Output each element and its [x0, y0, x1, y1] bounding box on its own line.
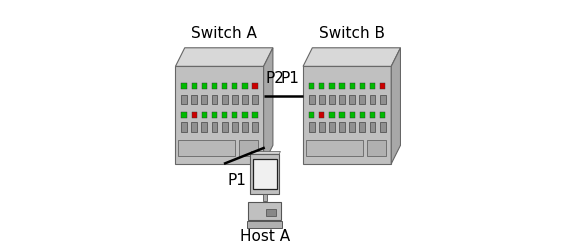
Bar: [222, 112, 227, 118]
Bar: [252, 83, 258, 89]
FancyBboxPatch shape: [329, 122, 335, 132]
Bar: [250, 154, 279, 194]
Text: P1: P1: [228, 173, 246, 188]
Bar: [192, 112, 197, 118]
Bar: [212, 112, 217, 118]
Text: Switch B: Switch B: [319, 26, 385, 41]
Polygon shape: [303, 48, 401, 66]
Bar: [370, 83, 375, 89]
FancyBboxPatch shape: [360, 95, 365, 104]
FancyBboxPatch shape: [369, 122, 376, 132]
Bar: [309, 83, 314, 89]
Bar: [252, 112, 258, 118]
FancyBboxPatch shape: [252, 95, 258, 104]
Bar: [266, 209, 277, 216]
Bar: [201, 112, 207, 118]
Bar: [212, 83, 217, 89]
Bar: [232, 112, 237, 118]
Bar: [182, 83, 187, 89]
Bar: [248, 202, 282, 220]
FancyBboxPatch shape: [181, 122, 187, 132]
Text: Host A: Host A: [240, 229, 290, 244]
FancyBboxPatch shape: [339, 122, 345, 132]
Bar: [319, 83, 324, 89]
Polygon shape: [391, 48, 401, 164]
FancyBboxPatch shape: [369, 95, 376, 104]
FancyBboxPatch shape: [212, 122, 217, 132]
FancyBboxPatch shape: [349, 95, 355, 104]
Bar: [242, 112, 248, 118]
Bar: [192, 83, 197, 89]
Text: Switch A: Switch A: [191, 26, 257, 41]
FancyBboxPatch shape: [309, 122, 315, 132]
Polygon shape: [263, 48, 273, 164]
FancyBboxPatch shape: [242, 95, 248, 104]
Bar: [309, 112, 314, 118]
Bar: [182, 112, 187, 118]
FancyBboxPatch shape: [380, 122, 386, 132]
FancyBboxPatch shape: [191, 122, 197, 132]
Bar: [175, 66, 263, 164]
FancyBboxPatch shape: [380, 95, 386, 104]
FancyBboxPatch shape: [319, 122, 325, 132]
Bar: [329, 83, 335, 89]
Bar: [239, 140, 258, 156]
Bar: [339, 83, 345, 89]
FancyBboxPatch shape: [339, 95, 345, 104]
Bar: [178, 140, 236, 156]
Bar: [263, 194, 267, 201]
FancyBboxPatch shape: [232, 95, 238, 104]
Polygon shape: [175, 48, 273, 66]
Bar: [349, 112, 355, 118]
FancyBboxPatch shape: [222, 122, 228, 132]
Polygon shape: [250, 152, 281, 154]
Bar: [329, 112, 335, 118]
FancyBboxPatch shape: [191, 95, 197, 104]
FancyBboxPatch shape: [212, 95, 217, 104]
Bar: [232, 83, 237, 89]
Bar: [360, 112, 365, 118]
FancyBboxPatch shape: [309, 95, 315, 104]
FancyBboxPatch shape: [181, 95, 187, 104]
Bar: [339, 112, 345, 118]
Bar: [222, 83, 227, 89]
FancyBboxPatch shape: [201, 95, 207, 104]
FancyBboxPatch shape: [232, 122, 238, 132]
Bar: [360, 83, 365, 89]
Bar: [248, 221, 282, 228]
Bar: [380, 83, 385, 89]
FancyBboxPatch shape: [349, 122, 355, 132]
Bar: [242, 83, 248, 89]
Bar: [303, 66, 391, 164]
Bar: [306, 140, 363, 156]
Bar: [319, 112, 324, 118]
Text: P1: P1: [281, 71, 300, 86]
FancyBboxPatch shape: [222, 95, 228, 104]
Text: P2: P2: [266, 71, 285, 86]
Bar: [366, 140, 386, 156]
FancyBboxPatch shape: [201, 122, 207, 132]
FancyBboxPatch shape: [329, 95, 335, 104]
FancyBboxPatch shape: [242, 122, 248, 132]
Bar: [370, 112, 375, 118]
Bar: [380, 112, 385, 118]
Bar: [201, 83, 207, 89]
Bar: [253, 159, 277, 189]
Bar: [349, 83, 355, 89]
FancyBboxPatch shape: [319, 95, 325, 104]
FancyBboxPatch shape: [252, 122, 258, 132]
FancyBboxPatch shape: [360, 122, 365, 132]
